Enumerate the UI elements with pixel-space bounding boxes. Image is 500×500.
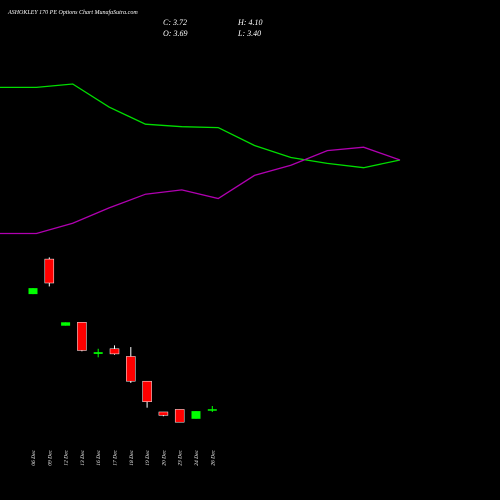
candle-body: [174, 409, 185, 423]
candle-body: [158, 411, 169, 416]
candle-body: [93, 352, 103, 354]
x-tick-label: 17 Dec: [113, 449, 119, 465]
x-tick-label: 18 Dec: [129, 449, 135, 465]
candle-body: [61, 322, 71, 326]
x-tick-label: 23 Dec: [178, 449, 184, 465]
x-tick-label: 16 Dec: [96, 449, 102, 465]
candle-body: [109, 348, 120, 355]
x-tick-label: 19 Dec: [145, 449, 151, 465]
candle-body: [142, 380, 152, 402]
high-label: H: 4.10: [237, 18, 262, 27]
candle-body: [126, 356, 136, 382]
x-tick-label: 20 Dec: [161, 449, 167, 465]
x-tick-label: 13 Dec: [80, 449, 86, 465]
x-tick-label: 06 Dec: [31, 449, 37, 465]
indicator-line: [0, 146, 401, 235]
candle-body: [44, 258, 55, 284]
candle-body: [191, 411, 201, 419]
indicator-line: [0, 83, 401, 169]
open-label: O: 3.69: [163, 29, 187, 38]
candle-body: [207, 409, 217, 411]
x-tick-label: 26 Dec: [210, 449, 216, 465]
low-label: L: 3.40: [237, 29, 261, 38]
candle-body: [77, 322, 87, 351]
close-label: C: 3.72: [163, 18, 187, 27]
candle-body: [28, 288, 38, 295]
x-tick-label: 09 Dec: [47, 449, 53, 465]
chart-title: ASHOKLEY 170 PE Options Chart MunafaSutr…: [7, 9, 138, 16]
x-tick-label: 24 Dec: [193, 449, 200, 465]
x-tick-label: 12 Dec: [64, 449, 70, 465]
